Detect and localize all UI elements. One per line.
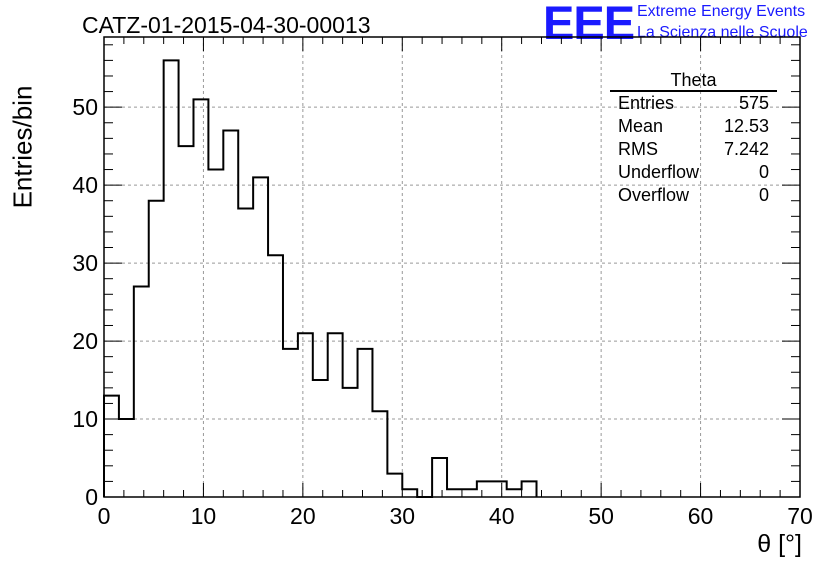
histogram-bin: [283, 349, 298, 497]
stats-row: Overflow 0: [610, 184, 777, 207]
histogram-bin: [447, 489, 462, 497]
eee-logo: EEE: [543, 0, 635, 49]
histogram-outline: [103, 59, 538, 498]
histogram-bin: [462, 489, 477, 497]
histogram-bin: [268, 255, 283, 497]
y-tick-label: 50: [72, 94, 98, 120]
histogram-bin: [402, 489, 417, 497]
y-tick-label: 0: [85, 484, 98, 510]
x-tick-label: 20: [290, 503, 316, 529]
histogram-bin: [522, 481, 537, 497]
stats-row-label: Mean: [618, 116, 664, 136]
histogram-bin: [238, 209, 253, 497]
x-tick-label: 60: [688, 503, 714, 529]
y-tick-label: 30: [72, 250, 98, 276]
histogram-bin: [432, 458, 447, 497]
histogram-bin: [387, 474, 402, 497]
stats-row-label: Overflow: [618, 185, 690, 205]
stats-rows: Entries 575 Mean 12.53 RMS 7.242 Underflow 0 Ove…: [610, 92, 777, 207]
y-tick-label: 40: [72, 172, 98, 198]
x-tick-label: 0: [98, 503, 111, 529]
x-tick-label: 50: [588, 503, 614, 529]
stats-row-label: Entries: [618, 93, 675, 113]
y-tick-label: 20: [72, 328, 98, 354]
stats-row: Mean 12.53: [610, 115, 777, 138]
histogram-bin: [119, 419, 134, 497]
histogram-bin: [477, 481, 492, 497]
histogram-bin: [164, 60, 179, 497]
histogram-bin: [328, 333, 343, 497]
stats-row-value: 7.242: [723, 139, 769, 159]
y-tick-label: 10: [72, 406, 98, 432]
x-tick-label: 40: [489, 503, 515, 529]
histogram-bin: [208, 170, 223, 497]
plot-frame: [103, 36, 801, 498]
histogram-bin: [507, 489, 522, 497]
histogram-bin: [193, 99, 208, 497]
stats-box: Theta Entries 575 Mean 12.53 RMS 7.242 Underfl…: [610, 70, 777, 207]
stats-row-label: Underflow: [618, 162, 700, 182]
histogram-bin: [134, 286, 149, 497]
stats-row: RMS 7.242: [610, 138, 777, 161]
histogram-bin: [253, 177, 268, 497]
stats-row-label: RMS: [618, 139, 658, 159]
histogram-bin: [358, 349, 373, 497]
stats-title: Theta: [610, 70, 777, 92]
chart-title: CATZ-01-2015-04-30-00013: [82, 12, 371, 38]
histogram-bin: [149, 201, 164, 497]
x-tick-label: 10: [191, 503, 217, 529]
stats-row-value: 0: [758, 162, 769, 182]
logo-line-1: Extreme Energy Events: [637, 3, 806, 20]
histogram-bin: [179, 146, 194, 497]
x-tick-label: 70: [787, 503, 813, 529]
stats-row-value: 12.53: [723, 116, 769, 136]
stats-row-value: 0: [758, 185, 769, 205]
x-tick-label: 30: [389, 503, 415, 529]
histogram-bin: [372, 411, 387, 497]
histogram-bin: [313, 380, 328, 497]
histogram-bin: [343, 388, 358, 497]
stats-row-value: 575: [738, 93, 769, 113]
x-axis-label: θ [°]: [757, 530, 802, 558]
stats-row: Underflow 0: [610, 161, 777, 184]
stats-row: Entries 575: [610, 92, 777, 115]
histogram-bin: [298, 333, 313, 497]
histogram-bin: [492, 481, 507, 497]
